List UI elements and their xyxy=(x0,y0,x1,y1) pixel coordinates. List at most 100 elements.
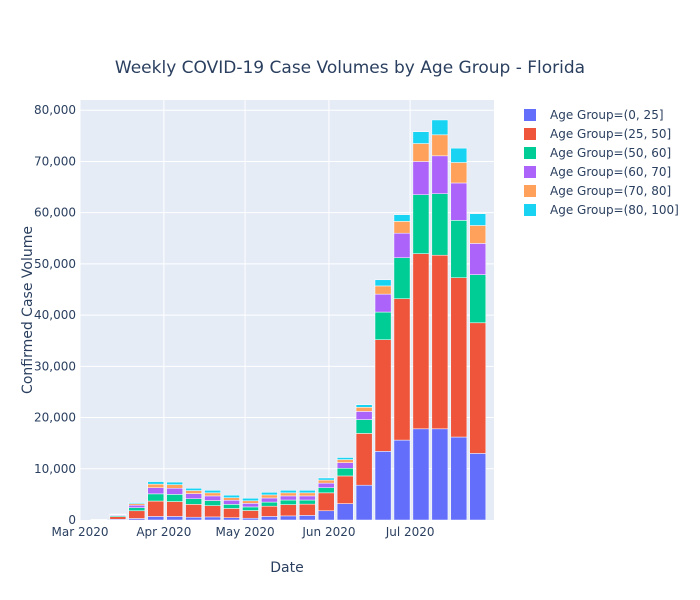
bar-segment xyxy=(393,221,411,234)
bar-segment xyxy=(147,516,165,521)
x-axis-title: Date xyxy=(270,560,303,576)
legend-label: Age Group=(50, 60] xyxy=(550,146,671,160)
legend-label: Age Group=(60, 70] xyxy=(550,165,671,179)
bar-segment xyxy=(223,504,240,509)
bar-segment xyxy=(412,131,430,144)
bar-segment xyxy=(317,479,335,484)
bar-segment xyxy=(147,481,165,485)
bar-segment xyxy=(242,503,259,508)
bar-segment xyxy=(431,193,449,256)
bar-segment xyxy=(450,147,468,163)
bar-segment xyxy=(431,254,449,430)
bar-segment xyxy=(223,508,240,518)
y-tick-label: 70,000 xyxy=(34,154,76,168)
legend-label: Age Group=(70, 80] xyxy=(550,184,671,198)
bar-segment xyxy=(393,257,411,299)
legend-label: Age Group=(25, 50] xyxy=(550,127,671,141)
bar-segment xyxy=(204,516,221,521)
bar-segment xyxy=(412,161,430,196)
bar-segment xyxy=(336,503,354,521)
bar-segment xyxy=(166,484,184,489)
bar-segment xyxy=(450,182,468,221)
x-tick-labels: Mar 2020 Apr 2020 May 2020 Jun 2020 Jul 2020 xyxy=(52,525,435,539)
bar-segment xyxy=(412,143,430,162)
bar-segment xyxy=(317,482,335,488)
bar-segment xyxy=(185,498,202,505)
bar-segment xyxy=(223,494,240,498)
y-tick-label: 80,000 xyxy=(34,103,76,117)
legend-label: Age Group=(0, 25] xyxy=(550,108,664,122)
legend[interactable]: Age Group=(0, 25] Age Group=(25, 50] Age G… xyxy=(524,108,679,217)
legend-swatch xyxy=(524,204,536,216)
x-tick-label: Mar 2020 xyxy=(52,525,109,539)
bar-segment xyxy=(280,499,297,505)
bar-segment xyxy=(450,436,468,521)
bar-segment xyxy=(469,322,487,454)
y-tick-label: 50,000 xyxy=(34,257,76,271)
x-tick-label: May 2020 xyxy=(215,525,274,539)
bar-segment xyxy=(412,428,430,521)
bar-segment xyxy=(185,490,202,494)
bar-segment xyxy=(450,277,468,438)
y-axis-title: Confirmed Case Volume xyxy=(20,226,36,394)
bar-segment xyxy=(374,285,392,295)
bar-segment xyxy=(223,500,240,505)
bar-segment xyxy=(261,501,278,507)
bar-segment xyxy=(261,505,278,517)
bar-segment xyxy=(355,407,373,412)
y-tick-label: 20,000 xyxy=(34,411,76,425)
bar-segment xyxy=(298,490,316,494)
bar-segment xyxy=(469,453,487,521)
bar-segment xyxy=(374,451,392,521)
y-tick-label: 0 xyxy=(68,513,76,527)
bar-segment xyxy=(242,506,259,511)
bar-segment xyxy=(317,510,335,521)
bar-segment xyxy=(280,504,297,517)
bar-segment xyxy=(336,459,354,463)
chart-title: Weekly COVID-19 Case Volumes by Age Grou… xyxy=(115,58,585,78)
bar-segment xyxy=(166,501,184,517)
legend-item[interactable]: Age Group=(60, 70] xyxy=(524,165,671,179)
y-tick-label: 60,000 xyxy=(34,206,76,220)
bar-segment xyxy=(336,457,354,460)
legend-item[interactable]: Age Group=(0, 25] xyxy=(524,108,664,122)
bar-segment xyxy=(317,492,335,512)
bar-segment xyxy=(355,433,373,486)
bar-segment xyxy=(185,504,202,518)
bar-segment xyxy=(242,497,259,502)
bar-segment xyxy=(355,404,373,408)
bar-segment xyxy=(261,492,278,496)
bar-segment xyxy=(431,428,449,521)
bar-segment xyxy=(336,462,354,469)
bar-segment xyxy=(185,487,202,491)
legend-item[interactable]: Age Group=(70, 80] xyxy=(524,184,671,198)
bar-segment xyxy=(298,515,316,521)
legend-item[interactable]: Age Group=(25, 50] xyxy=(524,127,671,141)
bar-segment xyxy=(128,502,146,504)
bar-segment xyxy=(355,419,373,434)
legend-item[interactable]: Age Group=(50, 60] xyxy=(524,146,671,160)
bar-segment xyxy=(242,510,259,519)
legend-swatch xyxy=(524,109,536,121)
bar-segment xyxy=(166,516,184,521)
y-tick-label: 40,000 xyxy=(34,308,76,322)
bar-segment xyxy=(431,155,449,194)
bar-segment xyxy=(204,500,221,506)
bar-segment xyxy=(204,505,221,518)
bar-segment xyxy=(147,483,165,488)
bar-segment xyxy=(431,119,449,136)
bar-segment xyxy=(185,493,202,499)
bar-segment xyxy=(242,517,259,521)
bar-segment xyxy=(204,492,221,497)
bar-segment xyxy=(374,311,392,340)
bar-segment xyxy=(412,253,430,430)
bar-segment xyxy=(128,504,146,508)
bar-segment xyxy=(280,495,297,501)
bar-segment xyxy=(128,507,146,512)
bar-segment xyxy=(336,475,354,504)
bar-segment xyxy=(298,499,316,505)
bars xyxy=(90,119,487,521)
legend-item[interactable]: Age Group=(80, 100] xyxy=(524,203,679,217)
bar-segment xyxy=(185,516,202,521)
